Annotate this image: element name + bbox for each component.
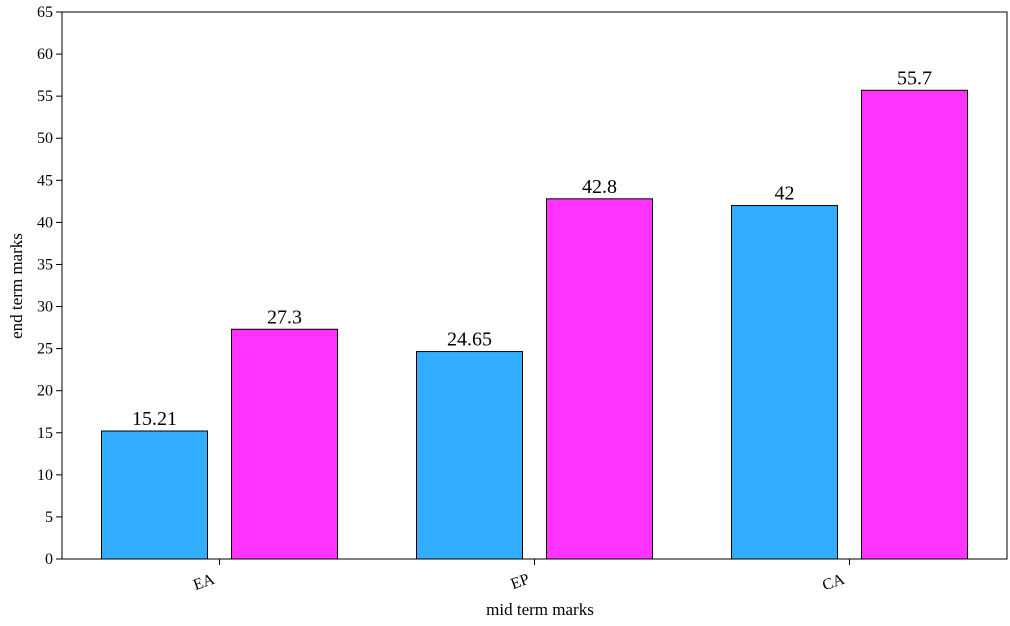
- plot-frame: [61, 11, 1008, 560]
- y-tick-label: 25: [37, 341, 53, 358]
- y-tick-label: 15: [37, 425, 53, 442]
- bars-group: 15.21 27.3 24.65 42.8 42 55.7: [101, 67, 968, 560]
- y-tick-label: 5: [45, 509, 53, 526]
- y-tick-label: 40: [37, 214, 53, 231]
- data-label: 42.8: [582, 176, 617, 198]
- x-tick-label: EP: [509, 571, 532, 593]
- y-tick-label: 20: [37, 383, 53, 400]
- bar-ep-series-2: [546, 198, 653, 560]
- y-tick-label: 35: [37, 256, 53, 273]
- bar-ea-series-2: [231, 328, 338, 560]
- data-label: 15.21: [132, 408, 177, 430]
- y-tick-label: 0: [45, 551, 53, 568]
- y-tick-label: 45: [37, 172, 53, 189]
- y-axis: 0 5 10 15 20 25 30 35 40 45 50 55 60 65: [37, 4, 62, 568]
- x-axis: EA EP CA: [191, 559, 850, 595]
- y-tick-label: 60: [37, 46, 53, 63]
- y-tick-label: 50: [37, 130, 53, 147]
- bar-ep-series-1: [416, 351, 523, 560]
- data-label: 55.7: [897, 67, 932, 89]
- x-tick-label: CA: [820, 571, 847, 595]
- y-tick-label: 65: [37, 4, 53, 21]
- x-axis-label: mid term marks: [486, 600, 594, 619]
- data-label: 24.65: [447, 329, 492, 351]
- bar-ea-series-1: [101, 430, 208, 560]
- data-label: 42: [775, 183, 795, 205]
- bar-ca-series-2: [861, 89, 968, 560]
- data-label: 27.3: [267, 306, 302, 328]
- y-axis-label: end term marks: [7, 233, 26, 339]
- y-tick-label: 10: [37, 467, 53, 484]
- x-tick-label: EA: [191, 571, 217, 594]
- bar-ca-series-1: [731, 205, 838, 560]
- y-tick-label: 30: [37, 299, 53, 316]
- y-tick-label: 55: [37, 88, 53, 105]
